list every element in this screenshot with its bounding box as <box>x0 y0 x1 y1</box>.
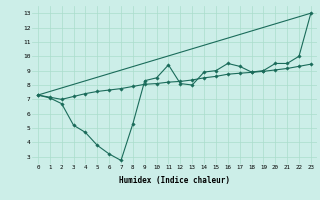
X-axis label: Humidex (Indice chaleur): Humidex (Indice chaleur) <box>119 176 230 185</box>
